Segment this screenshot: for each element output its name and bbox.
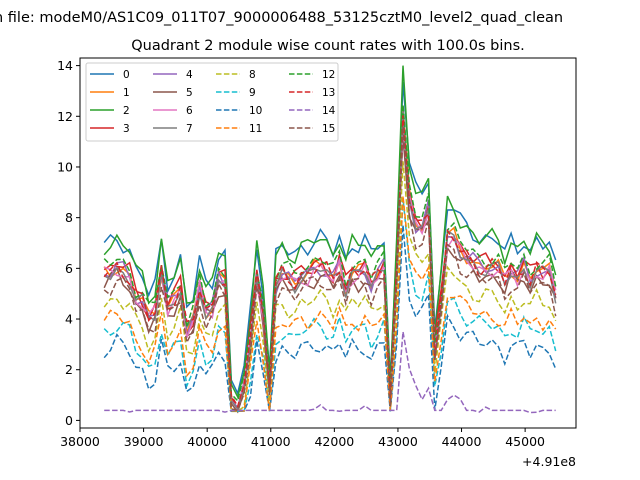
y-tick-label: 12 (57, 109, 73, 124)
series-line-15 (103, 126, 557, 412)
series-line-13 (103, 115, 557, 409)
y-tick-label: 6 (65, 261, 73, 276)
legend-label-1: 1 (123, 87, 130, 99)
legend-label-12: 12 (322, 69, 335, 81)
series-line-11 (103, 195, 557, 412)
y-tick-label: 10 (57, 159, 73, 174)
series-line-9 (103, 197, 557, 413)
series-line-8 (103, 161, 557, 413)
x-tick-label: 43000 (378, 434, 418, 449)
x-tick-label: 44000 (442, 434, 482, 449)
series-line-10 (103, 225, 557, 412)
x-tick-label: 39000 (124, 434, 164, 449)
x-tick-label: 42000 (314, 434, 354, 449)
y-tick-label: 2 (65, 362, 73, 377)
y-tick-label: 8 (65, 210, 73, 225)
legend-label-10: 10 (249, 105, 262, 117)
legend-label-5: 5 (186, 87, 193, 99)
legend-box (85, 62, 339, 142)
plot-frame (79, 57, 577, 429)
legend-label-14: 14 (322, 105, 336, 117)
legend-label-0: 0 (123, 69, 130, 81)
chart-title: Quadrant 2 module wise count rates with … (131, 38, 525, 54)
series-line-2 (103, 65, 557, 400)
chart-suptitle: n file: modeM0/AS1C09_011T07_9000006488_… (0, 10, 563, 26)
legend-label-8: 8 (249, 69, 256, 81)
series-line-12 (103, 104, 557, 403)
x-tick-label: 40000 (187, 434, 227, 449)
series-line-3 (103, 114, 557, 412)
legend-label-6: 6 (186, 105, 193, 117)
legend-label-11: 11 (249, 123, 262, 135)
y-tick-label: 4 (65, 312, 73, 327)
legend-label-2: 2 (123, 105, 130, 117)
series-line-14 (104, 331, 556, 414)
legend-label-15: 15 (322, 123, 335, 135)
x-axis-ticks: 38000 39000 40000 41000 42000 43000 44000 45000 (60, 428, 545, 449)
x-tick-label: 45000 (505, 434, 545, 449)
plot-series-group (103, 65, 557, 414)
series-line-5 (103, 135, 557, 414)
series-line-4 (103, 114, 557, 409)
legend-label-3: 3 (123, 123, 130, 135)
legend-label-9: 9 (249, 87, 256, 99)
y-tick-label: 14 (57, 58, 73, 73)
x-tick-label: 41000 (251, 434, 291, 449)
x-axis-offset-label: +4.91e8 (522, 454, 576, 469)
legend-label-13: 13 (322, 87, 335, 99)
legend-label-4: 4 (186, 69, 193, 81)
series-line-7 (103, 109, 557, 411)
y-tick-label: 0 (65, 413, 73, 428)
x-tick-label: 38000 (60, 434, 100, 449)
y-axis-ticks: 0 2 4 6 8 10 12 14 (57, 58, 80, 428)
legend-label-7: 7 (186, 123, 193, 135)
